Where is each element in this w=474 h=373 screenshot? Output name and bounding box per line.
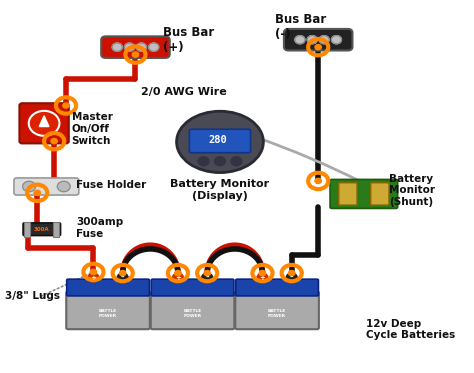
Circle shape (90, 269, 97, 275)
Circle shape (295, 36, 305, 44)
Circle shape (259, 270, 265, 276)
Circle shape (137, 43, 146, 51)
Text: Bus Bar
(-): Bus Bar (-) (275, 13, 326, 41)
Circle shape (173, 273, 183, 282)
Circle shape (215, 157, 226, 166)
Text: Battery
Monitor
(Shunt): Battery Monitor (Shunt) (389, 173, 435, 207)
Text: Fuse Holder: Fuse Holder (76, 180, 146, 189)
FancyBboxPatch shape (14, 178, 79, 195)
FancyBboxPatch shape (339, 183, 357, 205)
Circle shape (23, 181, 36, 192)
Text: -: - (121, 273, 125, 282)
Text: +: + (91, 275, 96, 280)
Text: 3/8" Lugs: 3/8" Lugs (5, 291, 60, 301)
Circle shape (51, 138, 57, 144)
Circle shape (175, 270, 181, 276)
Circle shape (132, 52, 139, 57)
Circle shape (257, 273, 268, 282)
Text: BATTLE
POWER: BATTLE POWER (268, 309, 286, 317)
Circle shape (29, 111, 59, 136)
Circle shape (63, 103, 69, 108)
Bar (53, 222, 59, 236)
Circle shape (112, 43, 122, 51)
FancyBboxPatch shape (67, 279, 149, 296)
Circle shape (198, 157, 209, 166)
FancyBboxPatch shape (371, 183, 389, 205)
FancyBboxPatch shape (23, 223, 61, 236)
FancyBboxPatch shape (151, 279, 234, 296)
Text: BATTLE
POWER: BATTLE POWER (183, 309, 202, 317)
Text: +: + (260, 275, 265, 280)
Circle shape (202, 273, 213, 282)
Text: BATTLE
POWER: BATTLE POWER (99, 309, 117, 317)
FancyBboxPatch shape (235, 291, 319, 329)
Text: 280: 280 (208, 135, 227, 145)
FancyBboxPatch shape (190, 129, 251, 153)
Circle shape (125, 43, 135, 51)
Text: -: - (205, 273, 209, 282)
Text: 2/0 AWG Wire: 2/0 AWG Wire (141, 87, 226, 97)
Text: Bus Bar
(+): Bus Bar (+) (163, 26, 214, 54)
FancyBboxPatch shape (284, 29, 353, 50)
Text: Battery Monitor
(Display): Battery Monitor (Display) (171, 179, 270, 201)
Circle shape (34, 190, 40, 195)
FancyBboxPatch shape (151, 291, 234, 329)
FancyBboxPatch shape (236, 279, 319, 296)
FancyBboxPatch shape (19, 103, 69, 143)
FancyBboxPatch shape (101, 37, 170, 58)
Circle shape (57, 181, 70, 192)
Circle shape (315, 44, 321, 50)
FancyBboxPatch shape (330, 179, 398, 209)
Circle shape (149, 43, 159, 51)
Text: 12v Deep
Cycle Batteries: 12v Deep Cycle Batteries (366, 319, 456, 341)
Text: 300amp
Fuse: 300amp Fuse (76, 217, 123, 239)
Circle shape (119, 270, 126, 276)
Ellipse shape (177, 111, 264, 173)
Text: +: + (175, 275, 181, 280)
Bar (25, 222, 30, 236)
Circle shape (315, 178, 321, 184)
Text: 300A: 300A (34, 227, 50, 232)
Text: Master
On/Off
Switch: Master On/Off Switch (72, 112, 112, 145)
Text: -: - (290, 273, 293, 282)
Circle shape (319, 36, 329, 44)
Circle shape (88, 273, 99, 282)
FancyBboxPatch shape (66, 291, 150, 329)
Circle shape (286, 273, 297, 282)
Circle shape (331, 36, 341, 44)
Circle shape (204, 270, 210, 276)
Circle shape (117, 273, 128, 282)
Circle shape (289, 270, 295, 276)
Circle shape (307, 36, 317, 44)
Circle shape (231, 157, 242, 166)
Polygon shape (39, 116, 49, 126)
